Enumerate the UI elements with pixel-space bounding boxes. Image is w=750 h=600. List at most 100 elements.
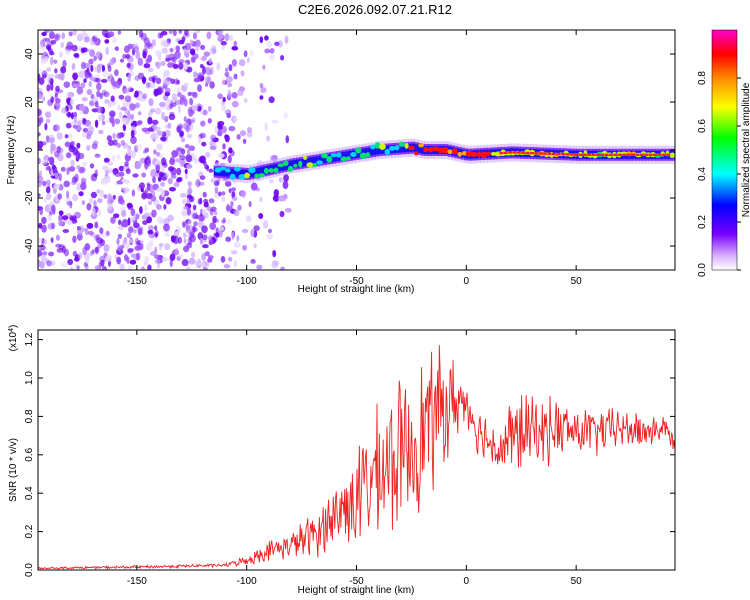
snr-panel: -150 -100 -50 0 50 0.0 0.2 0.4 0.6 0.8 1.0 1.2 Hei… xyxy=(8,325,676,596)
signal-blob xyxy=(423,147,429,153)
spectrogram-marks xyxy=(38,30,675,270)
signal-core xyxy=(626,153,631,156)
noise-speckle xyxy=(253,225,260,232)
noise-speckle xyxy=(141,192,148,200)
signal-band-cell xyxy=(381,145,386,154)
signal-blob xyxy=(389,145,396,151)
noise-speckle xyxy=(156,151,160,157)
noise-speckle xyxy=(49,77,54,85)
noise-speckle xyxy=(71,44,78,52)
noise-speckle xyxy=(60,262,68,268)
noise-speckle xyxy=(38,237,43,243)
noise-speckle xyxy=(231,92,238,99)
signal-blob xyxy=(346,156,351,161)
noise-speckle xyxy=(89,197,93,204)
noise-speckle xyxy=(182,222,186,229)
noise-speckle xyxy=(170,78,176,85)
noise-speckle xyxy=(224,71,230,78)
signal-band-cell xyxy=(375,146,380,155)
noise-speckle xyxy=(50,56,54,66)
noise-speckle xyxy=(38,119,42,127)
noise-speckle xyxy=(54,172,59,178)
spectrogram-x-label: Height of straight line (km) xyxy=(298,284,415,295)
signal-band-cell xyxy=(236,169,241,178)
noise-speckle xyxy=(184,144,190,149)
noise-speckle xyxy=(38,108,42,117)
noise-speckle xyxy=(76,165,81,170)
noise-speckle xyxy=(130,217,136,222)
noise-speckle xyxy=(76,265,80,270)
signal-band-cell xyxy=(312,156,317,165)
signal-blob xyxy=(298,160,303,168)
noise-speckle xyxy=(279,210,285,218)
noise-speckle xyxy=(205,66,211,71)
noise-speckle xyxy=(107,65,112,72)
signal-band-cell xyxy=(253,168,258,177)
noise-speckle xyxy=(106,202,114,210)
noise-speckle xyxy=(81,97,88,102)
signal-blob xyxy=(398,141,405,147)
noise-speckle xyxy=(126,62,131,68)
noise-speckle xyxy=(84,119,91,127)
noise-speckle xyxy=(148,225,154,231)
noise-speckle xyxy=(38,251,44,256)
noise-speckle xyxy=(214,211,218,216)
noise-speckle xyxy=(122,187,129,192)
noise-speckle xyxy=(194,44,200,52)
noise-speckle xyxy=(110,95,115,102)
signal-blob xyxy=(229,173,236,180)
noise-speckle xyxy=(144,147,149,153)
noise-speckle xyxy=(268,179,274,184)
noise-speckle xyxy=(142,220,148,226)
noise-speckle xyxy=(169,259,173,268)
noise-speckle xyxy=(208,168,214,173)
noise-speckle xyxy=(91,207,96,216)
noise-speckle xyxy=(264,35,269,41)
signal-core xyxy=(661,153,666,156)
noise-speckle xyxy=(93,55,97,62)
noise-speckle xyxy=(136,144,143,150)
noise-speckle xyxy=(210,206,217,212)
noise-speckle xyxy=(112,132,116,139)
noise-speckle xyxy=(70,159,75,167)
noise-speckle xyxy=(73,111,77,118)
noise-speckle xyxy=(97,243,102,249)
noise-speckle xyxy=(151,209,157,218)
noise-speckle xyxy=(48,30,55,40)
snr-y-label: SNR (10 * v/v) xyxy=(8,438,19,502)
signal-core xyxy=(617,153,622,156)
signal-blob xyxy=(219,166,227,171)
signal-blob xyxy=(480,151,488,158)
noise-speckle xyxy=(264,48,271,54)
noise-speckle xyxy=(38,44,44,51)
signal-band-cell xyxy=(332,153,337,162)
noise-speckle xyxy=(54,150,60,158)
noise-speckle xyxy=(177,104,181,114)
noise-speckle xyxy=(78,225,85,233)
noise-speckle xyxy=(103,91,110,98)
noise-speckle xyxy=(277,40,283,48)
noise-speckle xyxy=(169,48,174,53)
noise-speckle xyxy=(84,72,89,80)
noise-speckle xyxy=(207,118,212,124)
noise-speckle xyxy=(100,259,105,267)
noise-speckle xyxy=(38,259,42,268)
noise-speckle xyxy=(96,237,104,244)
noise-speckle xyxy=(125,168,131,175)
noise-speckle xyxy=(259,95,264,100)
noise-speckle xyxy=(175,45,181,52)
noise-speckle xyxy=(216,62,221,71)
noise-speckle xyxy=(200,44,206,51)
noise-speckle xyxy=(139,182,145,190)
noise-speckle xyxy=(218,30,224,36)
noise-speckle xyxy=(189,39,194,45)
noise-speckle xyxy=(266,135,270,142)
signal-core xyxy=(613,153,618,156)
noise-speckle xyxy=(202,66,206,75)
noise-speckle xyxy=(142,51,147,59)
noise-speckle xyxy=(151,39,156,47)
noise-speckle xyxy=(101,266,107,270)
noise-speckle xyxy=(86,203,92,211)
noise-speckle xyxy=(47,213,52,222)
signal-blob xyxy=(355,147,362,154)
